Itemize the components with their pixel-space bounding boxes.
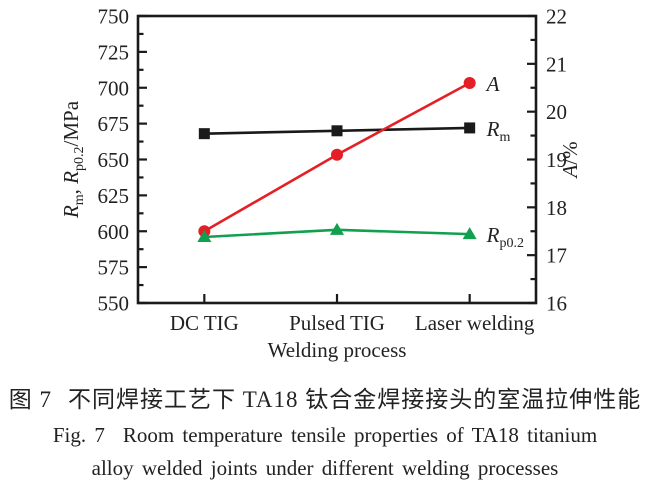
y-right-tick-label: 18 xyxy=(546,196,567,220)
y-right-tick-label: 21 xyxy=(546,52,567,76)
y-right-tick-label: 17 xyxy=(546,244,567,268)
y-left-axis-title: Rm, Rp0.2/MPa xyxy=(59,100,87,219)
chart-svg: 550 575 600 625 650 675 700 725 750 16 17 18 19 20 21 2… xyxy=(59,5,582,362)
y-left-tick-label: 725 xyxy=(98,40,130,64)
series-Rp0.2-marker xyxy=(197,229,212,242)
x-category-label: Laser welding xyxy=(415,311,535,335)
y-left-tick-label: 575 xyxy=(98,256,130,280)
series-A-marker xyxy=(463,76,476,89)
series-Rp0.2-marker xyxy=(462,227,477,240)
caption-english-text: Room temperature tensile properties of T… xyxy=(122,423,598,447)
x-axis-title: Welding process xyxy=(268,338,407,362)
series-Rm-marker xyxy=(198,128,210,140)
series-label-Rp0.2: Rp0.2 xyxy=(486,223,524,251)
y-right-axis-title: A/% xyxy=(558,141,582,179)
y-left-tick-label: 750 xyxy=(98,5,130,29)
caption-chinese-label: 图 7 xyxy=(8,387,52,412)
chart-area: 550 575 600 625 650 675 700 725 750 16 17 18 19 20 21 2… xyxy=(59,5,582,362)
caption-english-label: Fig. 7 xyxy=(52,423,105,447)
y-left-tick-label: 675 xyxy=(98,112,130,136)
series-A-marker xyxy=(331,148,343,161)
y-right-tick-label: 16 xyxy=(546,292,567,316)
y-left-tick-label: 700 xyxy=(98,76,130,100)
y-left-tick-label: 600 xyxy=(98,220,130,244)
caption-chinese-text: 不同焊接工艺下 TA18 钛合金焊接接头的室温拉伸性能 xyxy=(67,387,642,412)
y-right-tick-label: 22 xyxy=(546,5,567,29)
figure-captions: 图 7 不同焊接工艺下 TA18 钛合金焊接接头的室温拉伸性能 Fig. 7 Roo… xyxy=(0,368,650,481)
series-label-A: A xyxy=(485,72,500,96)
series-label-Rm: Rm xyxy=(486,117,511,145)
y-right-tick-label: 19 xyxy=(546,148,567,172)
series-Rp0.2-marker xyxy=(330,222,344,235)
y-left-tick-label: 625 xyxy=(98,184,130,208)
x-category-label: Pulsed TIG xyxy=(289,311,385,335)
y-left-tick-label: 550 xyxy=(98,292,130,316)
x-category-label: DC TIG xyxy=(170,311,239,335)
caption-chinese: 图 7 不同焊接工艺下 TA18 钛合金焊接接头的室温拉伸性能 xyxy=(0,380,650,414)
caption-english-line1: Fig. 7 Room temperature tensile propertie… xyxy=(0,423,650,448)
y-left-tick-label: 650 xyxy=(98,148,130,172)
y-right-tick-label: 20 xyxy=(546,100,567,124)
series-Rm-marker xyxy=(331,125,343,137)
caption-english-line2: alloy welded joints under different weld… xyxy=(91,456,559,480)
series-Rm-marker xyxy=(464,122,476,134)
